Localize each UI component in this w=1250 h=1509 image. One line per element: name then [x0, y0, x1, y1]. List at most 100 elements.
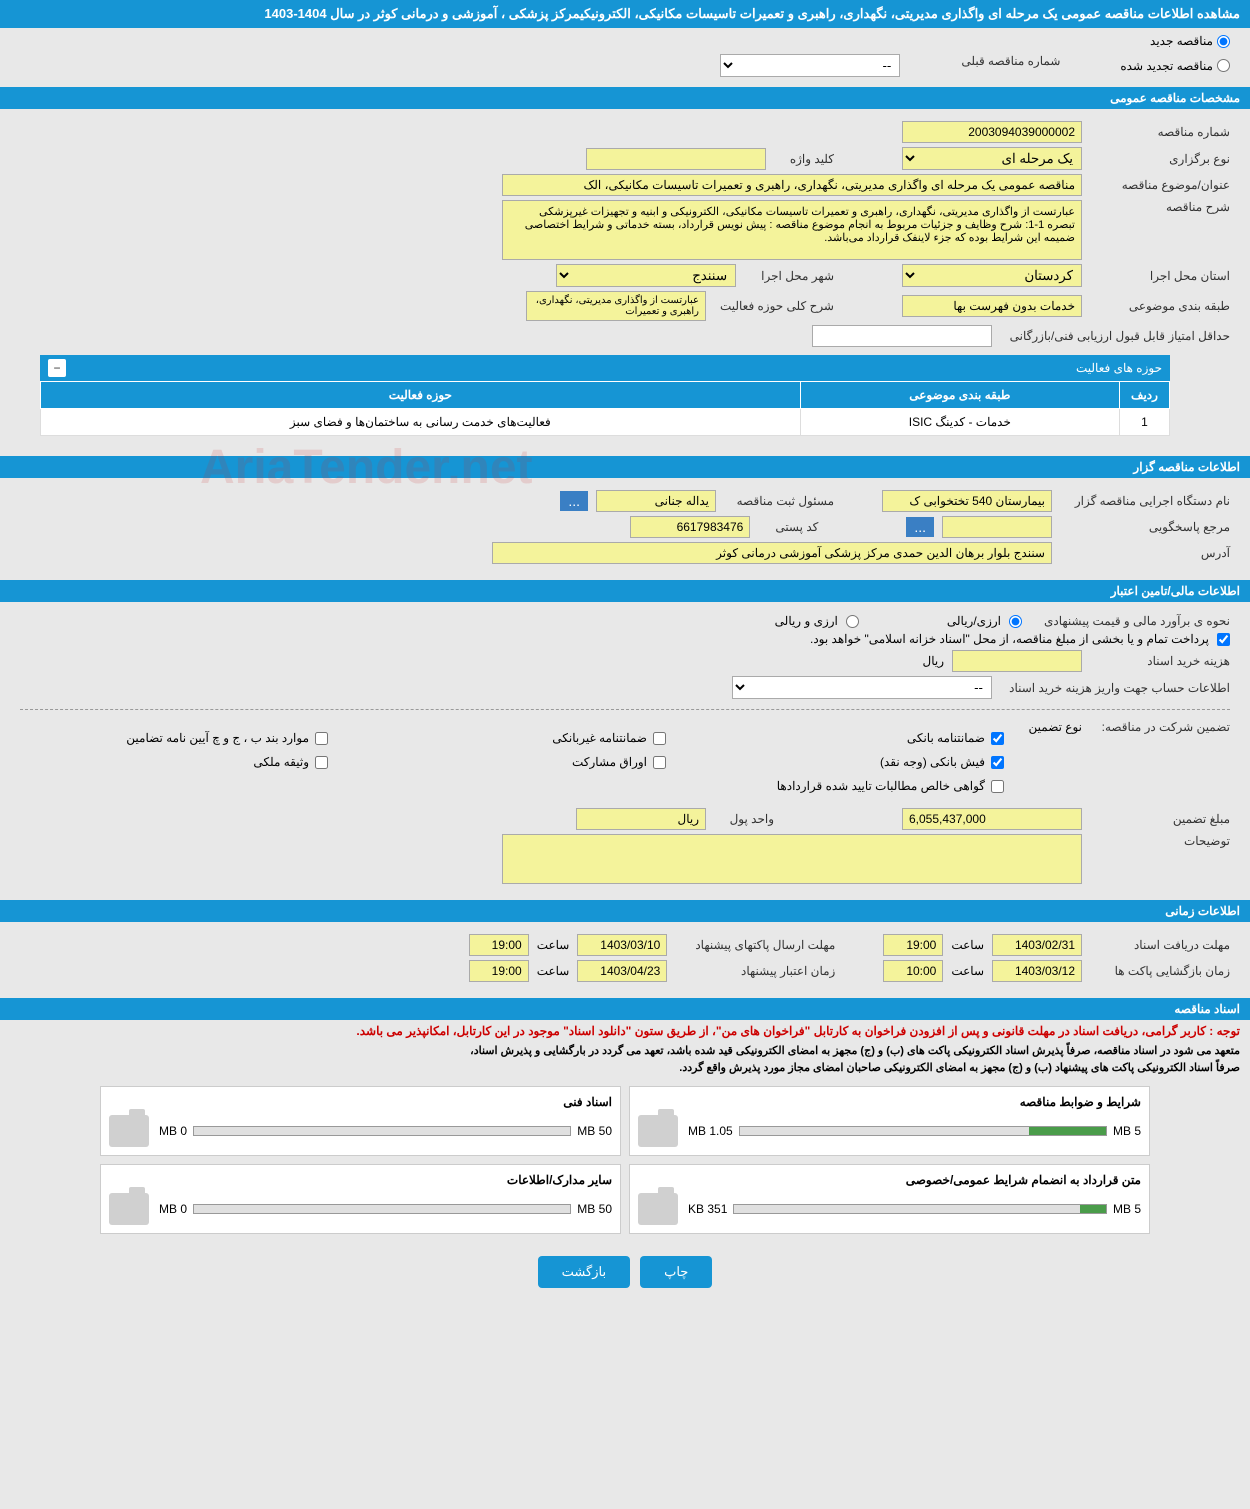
holding-type-label: نوع برگزاری	[1090, 152, 1230, 166]
info-text-1: متعهد می شود در اسناد مناقصه، صرفاً پذیر…	[0, 1042, 1250, 1059]
progress-bar	[739, 1126, 1107, 1136]
doc-title: اسناد فنی	[109, 1095, 612, 1109]
doc-total: 5 MB	[1113, 1202, 1141, 1216]
city-select[interactable]: سنندج	[556, 264, 736, 287]
opening-label: زمان بازگشایی پاکت ها	[1090, 964, 1230, 978]
envelope-deadline-label: مهلت ارسال پاکتهای پیشنهاد	[675, 938, 835, 952]
doc-used: 0 MB	[159, 1202, 187, 1216]
doc-card[interactable]: اسناد فنی 50 MB 0 MB	[100, 1086, 621, 1156]
radio-renewed-tender[interactable]	[1217, 59, 1230, 72]
province-label: استان محل اجرا	[1090, 269, 1230, 283]
holding-type-select[interactable]: یک مرحله ای	[902, 147, 1082, 170]
province-select[interactable]: کردستان	[902, 264, 1082, 287]
contact-field	[942, 516, 1052, 538]
progress-bar	[193, 1204, 571, 1214]
validity-date: 1403/04/23	[577, 960, 667, 982]
section-timing: اطلاعات زمانی	[0, 900, 1250, 922]
folder-icon	[109, 1193, 149, 1225]
cb-property[interactable]	[315, 756, 328, 769]
currency-unit-label: واحد پول	[714, 812, 774, 826]
lbl-nonbank: ضمانتنامه غیربانکی	[552, 731, 647, 745]
doc-card[interactable]: شرایط و ضوابط مناقصه 5 MB 1.05 MB	[629, 1086, 1150, 1156]
org-name: بیمارستان 540 تختخوابی ک	[882, 490, 1052, 512]
min-score-field	[812, 325, 992, 347]
description-field: عبارتست از واگذاری مدیریتی، نگهداری، راه…	[502, 200, 1082, 260]
envelope-deadline-date: 1403/03/10	[577, 934, 667, 956]
guarantee-label: تضمین شرکت در مناقصه:	[1090, 720, 1230, 734]
label-new-tender: مناقصه جدید	[1150, 34, 1213, 48]
doc-deadline-time: 19:00	[883, 934, 943, 956]
postal-field: 6617983476	[630, 516, 750, 538]
doc-deadline-label: مهلت دریافت اسناد	[1090, 938, 1230, 952]
doc-used: 351 KB	[688, 1202, 727, 1216]
prev-tender-select[interactable]: --	[720, 54, 900, 77]
minimize-icon[interactable]: −	[48, 359, 66, 377]
contact-label: مرجع پاسخگویی	[1060, 520, 1230, 534]
registrar-name: یداله جنانی	[596, 490, 716, 512]
section-organizer: اطلاعات مناقصه گزار	[0, 456, 1250, 478]
label-foreign: ارزی و ریالی	[775, 614, 838, 628]
radio-new-tender[interactable]	[1217, 35, 1230, 48]
validity-time: 19:00	[469, 960, 529, 982]
notes-field	[502, 834, 1082, 884]
doc-used: 0 MB	[159, 1124, 187, 1138]
progress-bar	[733, 1204, 1107, 1214]
payment-note: پرداخت تمام و یا بخشی از مبلغ مناقصه، از…	[810, 632, 1209, 646]
guarantee-type-label: نوع تضمین	[1012, 720, 1082, 734]
cb-bonds[interactable]	[653, 756, 666, 769]
radio-rial[interactable]	[1009, 615, 1022, 628]
registrar-more-button[interactable]: ...	[560, 491, 588, 511]
city-label: شهر محل اجرا	[744, 269, 834, 283]
hour-label-2: ساعت	[537, 938, 570, 952]
folder-icon	[638, 1193, 678, 1225]
progress-bar	[193, 1126, 571, 1136]
col-activity: حوزه فعالیت	[41, 382, 801, 409]
checkbox-treasury[interactable]	[1217, 633, 1230, 646]
cb-contract-cert[interactable]	[991, 780, 1004, 793]
account-select[interactable]: --	[732, 676, 992, 699]
activity-scope-field: عبارتست از واگذاری مدیریتی، نگهداری، راه…	[526, 291, 706, 321]
activities-header: حوزه های فعالیت	[1076, 361, 1162, 375]
doc-cost-label: هزینه خرید اسناد	[1090, 654, 1230, 668]
hour-label-4: ساعت	[537, 964, 570, 978]
cb-bank[interactable]	[991, 732, 1004, 745]
contact-more-button[interactable]: ...	[906, 517, 934, 537]
doc-card[interactable]: متن قرارداد به انضمام شرایط عمومی/خصوصی …	[629, 1164, 1150, 1234]
section-general: مشخصات مناقصه عمومی	[0, 87, 1250, 109]
tender-number: 2003094039000002	[902, 121, 1082, 143]
org-name-label: نام دستگاه اجرایی مناقصه گزار	[1060, 494, 1230, 508]
doc-card[interactable]: سایر مدارک/اطلاعات 50 MB 0 MB	[100, 1164, 621, 1234]
subject-field: مناقصه عمومی یک مرحله ای واگذاری مدیریتی…	[502, 174, 1082, 196]
cb-nonbank[interactable]	[653, 732, 666, 745]
account-label: اطلاعات حساب جهت واریز هزینه خرید اسناد	[1000, 681, 1230, 695]
category-label: طبقه بندی موضوعی	[1090, 299, 1230, 313]
currency-unit-field: ریال	[576, 808, 706, 830]
notes-label: توضیحات	[1090, 834, 1230, 848]
print-button[interactable]: چاپ	[640, 1256, 712, 1288]
cb-cash[interactable]	[991, 756, 1004, 769]
validity-label: زمان اعتبار پیشنهاد	[675, 964, 835, 978]
amount-field: 6,055,437,000	[902, 808, 1082, 830]
doc-total: 50 MB	[577, 1202, 612, 1216]
subject-label: عنوان/موضوع مناقصه	[1090, 178, 1230, 192]
doc-total: 50 MB	[577, 1124, 612, 1138]
hour-label-3: ساعت	[951, 964, 984, 978]
address-label: آدرس	[1060, 546, 1230, 560]
cb-regulation[interactable]	[315, 732, 328, 745]
radio-foreign[interactable]	[846, 615, 859, 628]
tender-number-label: شماره مناقصه	[1090, 125, 1230, 139]
folder-icon	[638, 1115, 678, 1147]
col-row: ردیف	[1120, 382, 1170, 409]
doc-title: سایر مدارک/اطلاعات	[109, 1173, 612, 1187]
amount-label: مبلغ تضمین	[1090, 812, 1230, 826]
activities-table: ردیف طبقه بندی موضوعی حوزه فعالیت 1 خدما…	[40, 381, 1170, 436]
min-score-label: حداقل امتیاز قابل قبول ارزیابی فنی/بازرگ…	[1000, 329, 1230, 343]
opening-time: 10:00	[883, 960, 943, 982]
keyword-label: کلید واژه	[774, 152, 834, 166]
back-button[interactable]: بازگشت	[538, 1256, 630, 1288]
keyword-field	[586, 148, 766, 170]
lbl-bonds: اوراق مشارکت	[572, 755, 647, 769]
prev-tender-label: شماره مناقصه قبلی	[920, 54, 1060, 77]
warning-text: توجه : کاربر گرامی، دریافت اسناد در مهلت…	[0, 1020, 1250, 1042]
envelope-deadline-time: 19:00	[469, 934, 529, 956]
